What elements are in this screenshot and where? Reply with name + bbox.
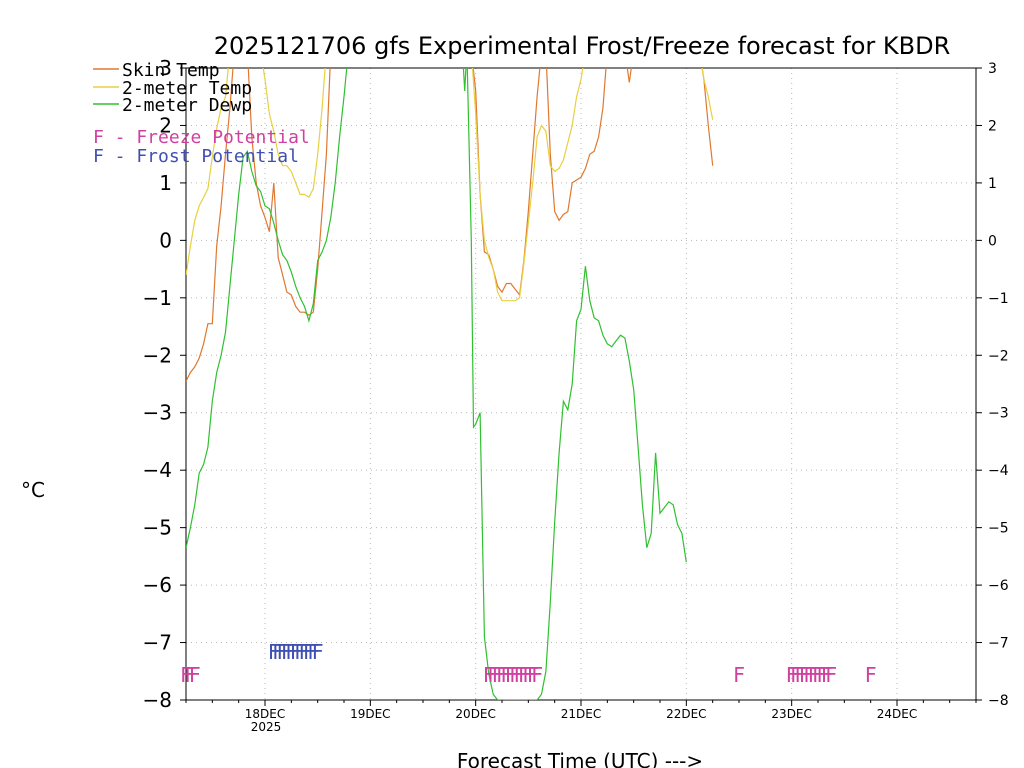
chart-title: 2025121706 gfs Experimental Frost/Freeze… [214,32,951,60]
frost-marker: F [281,640,293,664]
freeze-marker: F [825,663,837,687]
y-tick-label-right: −4 [988,463,1009,479]
series-line [186,68,714,382]
frost-marker: F [285,640,297,664]
freeze-marker: F [733,663,745,687]
freeze-marker: F [496,663,508,687]
y-tick-label-right: −3 [988,406,1009,422]
legend-freeze-potential: F - Freeze Potential [93,127,310,148]
gridlines [186,68,976,700]
frost-marker: F [307,640,319,664]
x-tick-label: 23DEC [771,707,811,721]
y-tick-label-right: −2 [988,348,1009,364]
frost-marker: F [294,640,306,664]
y-tick-label-left: −4 [143,458,172,482]
frost-marker: F [277,640,289,664]
freeze-marker: F [786,663,798,687]
freeze-marker: F [492,663,504,687]
y-tick-label-left: −5 [143,516,172,540]
frost-marker: F [298,640,310,664]
y-tick-label-right: 0 [988,233,997,249]
freeze-marker: F [483,663,495,687]
freeze-marker: F [808,663,820,687]
y-tick-label-left: 2 [159,113,172,137]
y-tick-label-left: −1 [143,286,172,310]
freeze-marker: F [812,663,824,687]
freeze-marker: F [505,663,517,687]
freeze-marker: F [500,663,512,687]
y-tick-label-left: 0 [159,228,172,252]
y-tick-label-left: −3 [143,401,172,425]
freeze-marker: F [509,663,521,687]
frost-marker: F [290,640,302,664]
frost-marker: F [272,640,284,664]
x-year-label: 2025 [251,720,282,734]
freeze-marker: F [816,663,828,687]
y-tick-label-left: −6 [143,573,172,597]
x-tick-label: 18DEC [245,707,285,721]
freeze-marker: F [518,663,530,687]
freeze-marker: F [514,663,526,687]
freeze-marker: F [821,663,833,687]
x-tick-label: 22DEC [666,707,706,721]
y-tick-label-left: −7 [143,631,172,655]
frost-marker: F [268,640,280,664]
y-tick-label-right: −8 [988,693,1009,709]
freeze-marker: F [799,663,811,687]
series-2-meter-dewp [186,68,687,700]
series-layer [186,68,714,700]
frost-marker: F [303,640,315,664]
freeze-marker: F [794,663,806,687]
freeze-marker: F [184,663,196,687]
x-axis-label: Forecast Time (UTC) ---> [457,749,703,768]
y-tick-label-left: 1 [159,171,172,195]
series-line [186,68,714,302]
y-tick-label-right: −7 [988,636,1009,652]
x-tick-label: 21DEC [561,707,601,721]
legend-label-skin-temp: Skin Temp [122,60,220,81]
legend-frost-potential: F - Frost Potential [93,146,299,167]
freeze-marker: F [790,663,802,687]
freeze-marker: F [189,663,201,687]
x-tick-label: 19DEC [350,707,390,721]
series-2-meter-temp [186,68,714,302]
y-tick-label-left: −2 [143,343,172,367]
legend: Skin Temp 2-meter Temp 2-meter Dewp F - … [93,60,310,167]
frost-marker: F [312,640,324,664]
y-tick-label-right: 2 [988,118,997,134]
x-tick-label: 24DEC [877,707,917,721]
freeze-marker: F [527,663,539,687]
freeze-marker: F [487,663,499,687]
freeze-marker: F [803,663,815,687]
y-tick-label-right: −5 [988,521,1009,537]
freeze-marker: F [865,663,877,687]
freeze-marker: F [180,663,192,687]
y-tick-label-right: 1 [988,176,997,192]
y-tick-label-left: −8 [143,688,172,712]
legend-label-2m-dewp: 2-meter Dewp [122,95,252,116]
series-line [186,68,687,700]
axis-ticks: 3 3 2 2 1 1 0 0 −1 −1 −2 −2 −3 −3 −4 −4 −5 −5 −6 −6 −7 −7 −8 −8… [143,56,1009,721]
y-tick-label-right: 3 [988,61,997,77]
y-tick-label-right: −1 [988,291,1009,307]
freeze-marker: F [522,663,534,687]
legend-label-2m-temp: 2-meter Temp [122,78,252,99]
freeze-marker: F [531,663,543,687]
series-skin-temp [186,68,714,382]
y-tick-label-right: −6 [988,578,1009,594]
y-tick-label-left: 3 [159,56,172,80]
y-axis-label: °C [21,478,45,502]
x-tick-label: 20DEC [455,707,495,721]
